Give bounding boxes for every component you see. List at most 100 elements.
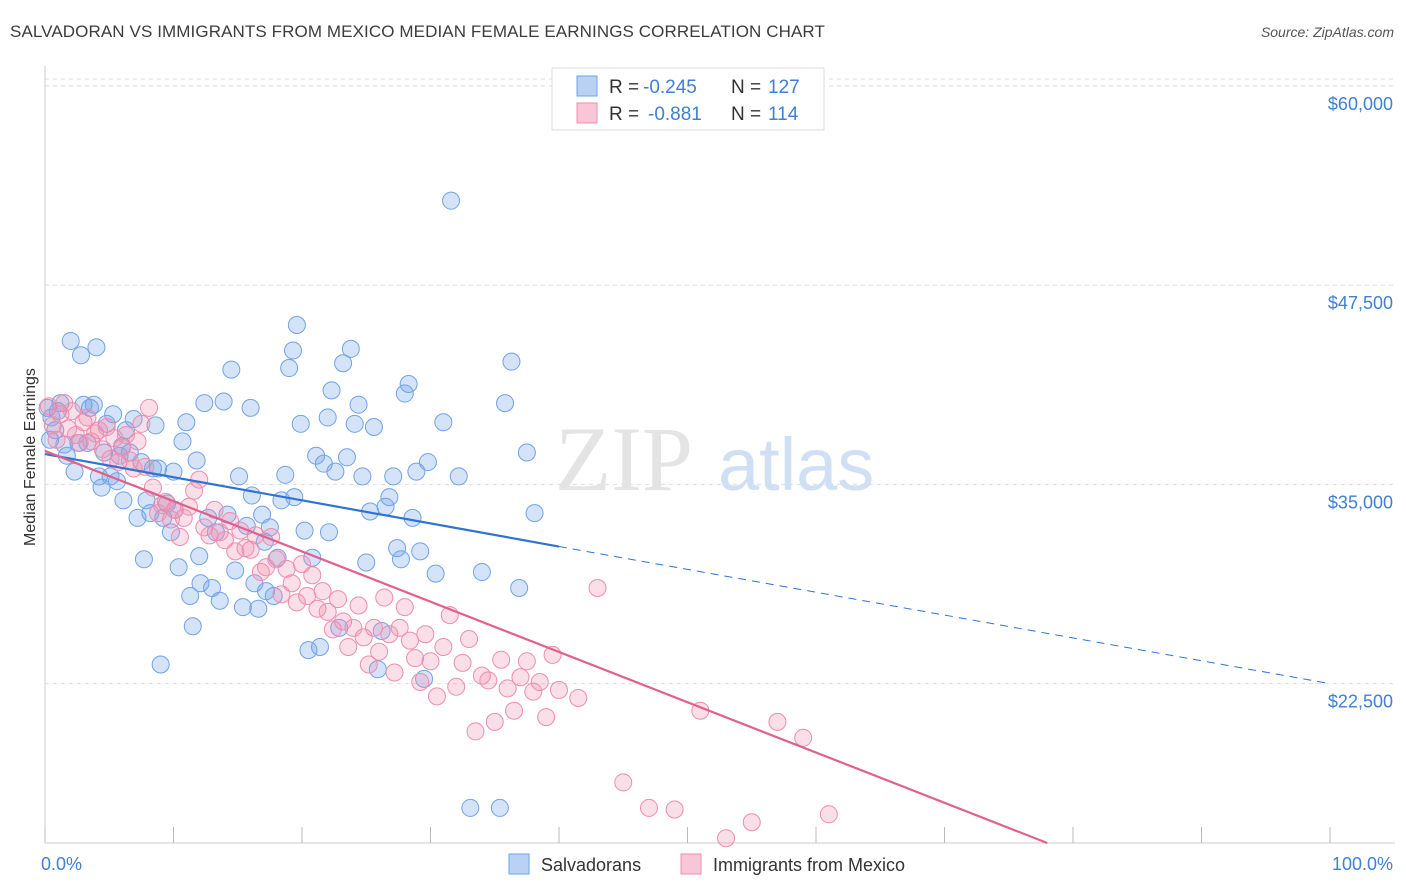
point-salvadorans-104 [407,462,426,481]
point-mexico-64 [328,590,347,609]
point-mexico-31 [161,510,180,529]
point-mexico-3 [51,405,70,424]
point-salvadorans-16 [87,338,106,357]
point-mexico-74 [380,625,399,644]
y-tick-label-1: $35,000 [1328,492,1393,512]
legend-r-label-1: R = [609,77,639,98]
point-salvadorans-102 [399,374,418,393]
y-tick-label-3: $60,000 [1328,94,1393,114]
point-salvadorans-115 [496,394,515,413]
point-mexico-109 [717,829,736,848]
y-tick-label-2: $47,500 [1328,293,1393,313]
point-mexico-83 [427,687,446,706]
point-salvadorans-114 [490,798,509,817]
point-mexico-49 [251,563,270,582]
chart-title: SALVADORAN VS IMMIGRANTS FROM MEXICO MED… [10,22,825,41]
point-mexico-78 [400,631,419,650]
legend-label-mexico: Immigrants from Mexico [713,855,905,875]
point-mexico-77 [395,598,414,617]
point-mexico-80 [411,673,430,692]
gridlines [45,78,1395,685]
point-salvadorans-109 [434,413,453,432]
point-salvadorans-105 [411,542,430,561]
point-salvadorans-110 [442,191,461,210]
legend-n-label-2: N = [731,104,761,125]
point-salvadorans-85 [334,354,353,373]
trend-lines [44,449,1331,845]
point-salvadorans-86 [337,448,356,467]
point-mexico-5 [59,419,78,438]
point-salvadorans-35 [146,416,165,435]
point-salvadorans-67 [264,586,283,605]
point-mexico-111 [768,712,787,731]
point-mexico-17 [105,429,124,448]
point-mexico-79 [406,649,425,668]
point-salvadorans-54 [214,392,233,411]
point-mexico-105 [614,773,633,792]
point-mexico-23 [128,432,147,451]
point-mexico-84 [434,637,453,656]
point-salvadorans-122 [190,547,209,566]
point-salvadorans-113 [472,563,491,582]
point-mexico-88 [460,629,479,648]
y-tick-label-0: $22,500 [1328,692,1393,712]
point-mexico-98 [524,682,543,701]
point-mexico-56 [287,593,306,612]
point-mexico-100 [537,708,556,727]
point-mexico-102 [550,680,568,699]
point-mexico-37 [190,470,209,489]
point-mexico-10 [78,408,97,427]
legend-n-value-1: 127 [768,77,800,98]
point-mexico-26 [140,398,159,417]
legend-label-salvadorans: Salvadorans [541,855,641,875]
point-salvadorans-83 [326,462,345,481]
point-salvadorans-37 [151,655,170,674]
point-mexico-110 [742,813,761,832]
source-label: Source: ZipAtlas.com [1260,24,1394,40]
point-salvadorans-117 [510,578,529,597]
point-mexico-44 [226,542,245,561]
point-mexico-73 [375,588,394,607]
x-tick-label-right: 100.0% [1332,854,1393,874]
point-mexico-53 [272,585,291,604]
point-salvadorans-70 [276,465,295,484]
series-legend: Salvadorans Immigrants from Mexico [508,853,905,875]
trend-line-salvadorans-extension [558,546,1331,685]
point-mexico-61 [313,582,332,601]
point-salvadorans-53 [210,591,229,610]
point-mexico-93 [492,650,511,669]
legend-r-label-2: R = [609,104,639,125]
point-salvadorans-75 [295,521,314,540]
point-mexico-55 [282,574,301,593]
legend-swatch-salvadorans [508,853,530,875]
x-tick-label-left: 0.0% [41,854,82,874]
point-salvadorans-72 [284,341,303,360]
legend-swatch-blue [576,75,598,97]
point-salvadorans-79 [310,637,329,656]
point-mexico-81 [416,625,435,644]
point-mexico-89 [466,722,485,741]
x-tick-labels: 0.0% 100.0% [41,854,1393,874]
point-salvadorans-87 [341,339,360,358]
point-salvadorans-61 [241,398,260,417]
point-salvadorans-45 [181,586,200,605]
point-mexico-71 [364,618,383,637]
point-mexico-2 [47,430,66,449]
point-salvadorans-90 [353,467,372,486]
point-salvadorans-89 [349,395,368,414]
watermark: ZIP atlas [555,408,874,510]
point-mexico-76 [390,618,409,637]
point-salvadorans-48 [191,574,210,593]
point-salvadorans-108 [426,564,445,583]
point-mexico-65 [334,612,353,631]
point-mexico-59 [303,566,322,585]
point-mexico-20 [116,425,135,444]
point-mexico-106 [639,798,658,817]
point-mexico-113 [819,805,838,824]
point-mexico-62 [318,602,337,621]
point-mexico-99 [530,673,549,692]
point-mexico-47 [241,540,260,559]
points [38,191,838,848]
legend-r-value-1: -0.245 [643,77,697,98]
trend-line-mexico [44,449,1048,845]
